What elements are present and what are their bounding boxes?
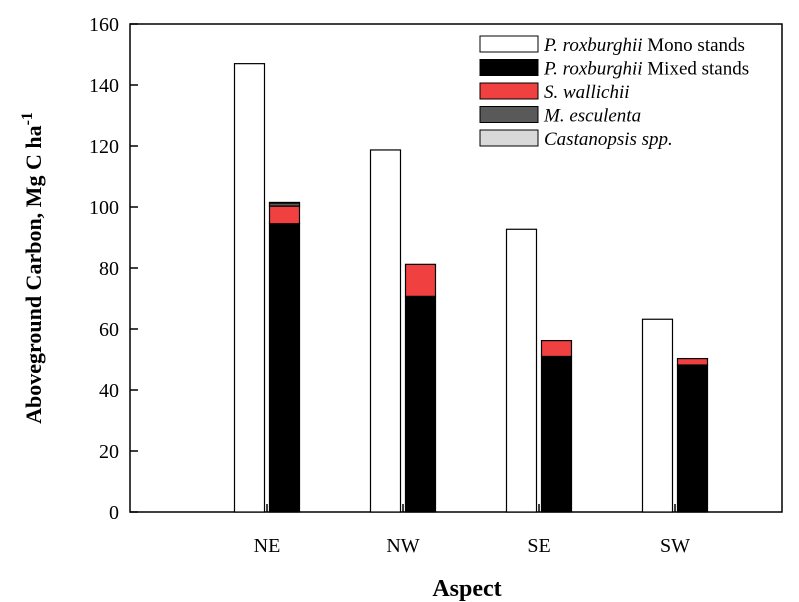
y-axis-title-sup: -1 (19, 112, 36, 125)
bar-segment-castanopsis-ne (268, 201, 301, 204)
bar-mono-ne (233, 63, 266, 513)
bar-mono-se (505, 228, 538, 513)
legend-label-species: M. esculenta (543, 106, 641, 127)
x-axis: NE NW SE SW (254, 504, 690, 557)
y-tick-label: 60 (99, 319, 119, 341)
y-axis: 0 20 40 60 80 100 120 140 160 (89, 14, 138, 524)
bar-segment-s-wallichii-nw (404, 263, 437, 297)
bar-segment-s-wallichii-se (540, 339, 573, 358)
x-tick-label: NE (254, 535, 281, 557)
y-tick-label: 160 (89, 14, 119, 36)
y-tick-label: 40 (99, 380, 119, 402)
bar-segment-mixed-nw (404, 295, 437, 513)
bar-segment-mixed-ne (268, 223, 301, 513)
x-tick-label: SW (660, 535, 690, 557)
legend-label-species: Castanopsis spp. (544, 129, 673, 150)
bar-segment-s-wallichii-ne (268, 205, 301, 225)
bar-mono-sw (641, 318, 674, 513)
legend-label: M. esculenta (543, 106, 641, 127)
legend-label-species: P. roxburghii (543, 59, 643, 80)
legend-label: S. wallichii (544, 82, 630, 103)
y-tick-label: 120 (89, 136, 119, 158)
x-tick-label: NW (386, 535, 419, 557)
legend-label-stand-type: Mono stands (643, 35, 745, 56)
y-axis-title-main: Aboveground Carbon, Mg C ha (21, 125, 46, 423)
bars (233, 63, 709, 513)
legend-swatch-castanopsis (479, 129, 539, 147)
y-tick-label: 20 (99, 441, 119, 463)
legend-swatch-m-esculenta (479, 106, 539, 123)
bar-segment-mixed-se (540, 355, 573, 513)
bar-mono-nw (369, 149, 402, 513)
legend-label-species: S. wallichii (544, 82, 630, 103)
x-tick-label: SE (527, 535, 550, 557)
legend-label-species: P. roxburghii (543, 35, 643, 56)
y-axis-title: Aboveground Carbon, Mg C ha-1 (19, 112, 46, 424)
legend-label: P. roxburghii Mono stands (543, 35, 745, 56)
y-tick-label: 140 (89, 75, 119, 97)
bar-segment-mixed-sw (676, 364, 709, 513)
legend-label: Castanopsis spp. (544, 129, 673, 150)
legend-swatch-s-wallichii (479, 82, 539, 100)
legend-label-stand-type: Mixed stands (643, 59, 750, 80)
y-tick-label: 80 (99, 258, 119, 280)
bar-segment-s-wallichii-sw (676, 357, 709, 366)
x-axis-title: Aspect (432, 576, 501, 602)
y-tick-label: 0 (109, 502, 119, 524)
legend-swatch-mono (479, 35, 539, 53)
legend-swatch-mixed (479, 59, 539, 76)
y-tick-label: 100 (89, 197, 119, 219)
legend-label: P. roxburghii Mixed stands (543, 59, 749, 80)
